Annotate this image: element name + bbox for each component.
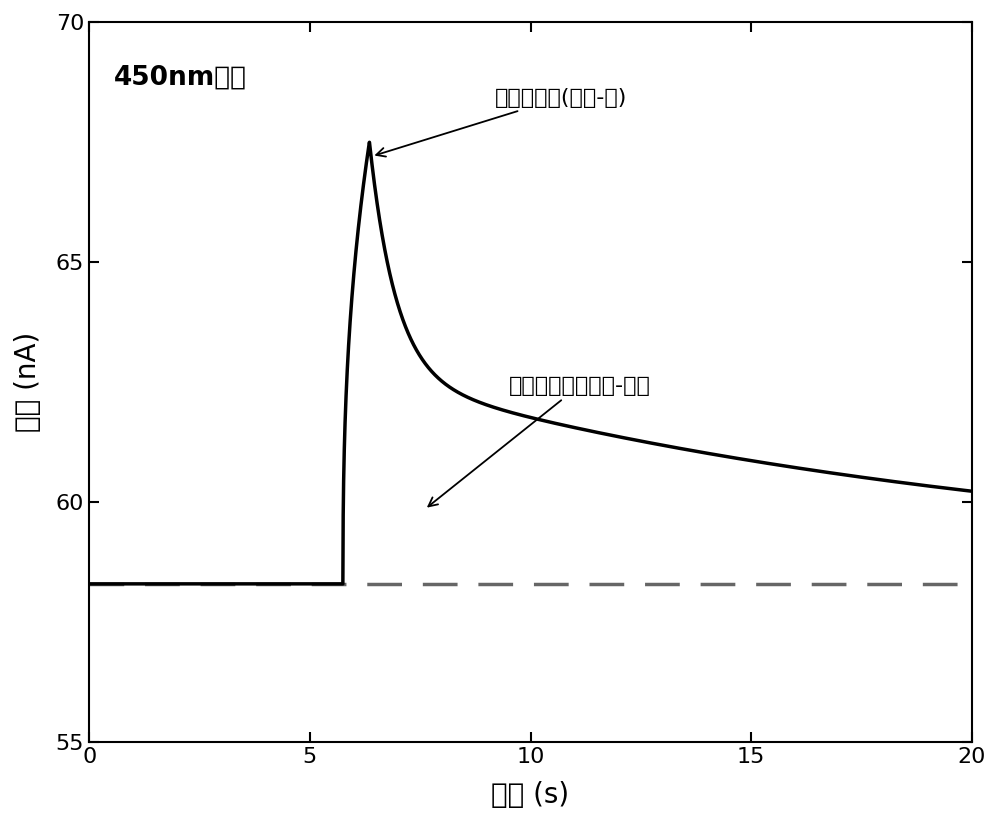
Text: 450nm激光: 450nm激光	[113, 64, 246, 91]
Text: 光电流衰退（激光-关）: 光电流衰退（激光-关）	[428, 376, 650, 506]
X-axis label: 时间 (s): 时间 (s)	[491, 781, 570, 809]
Text: 光电流响应(激光-开): 光电流响应(激光-开)	[376, 87, 628, 156]
Y-axis label: 电流 (nA): 电流 (nA)	[14, 332, 42, 432]
